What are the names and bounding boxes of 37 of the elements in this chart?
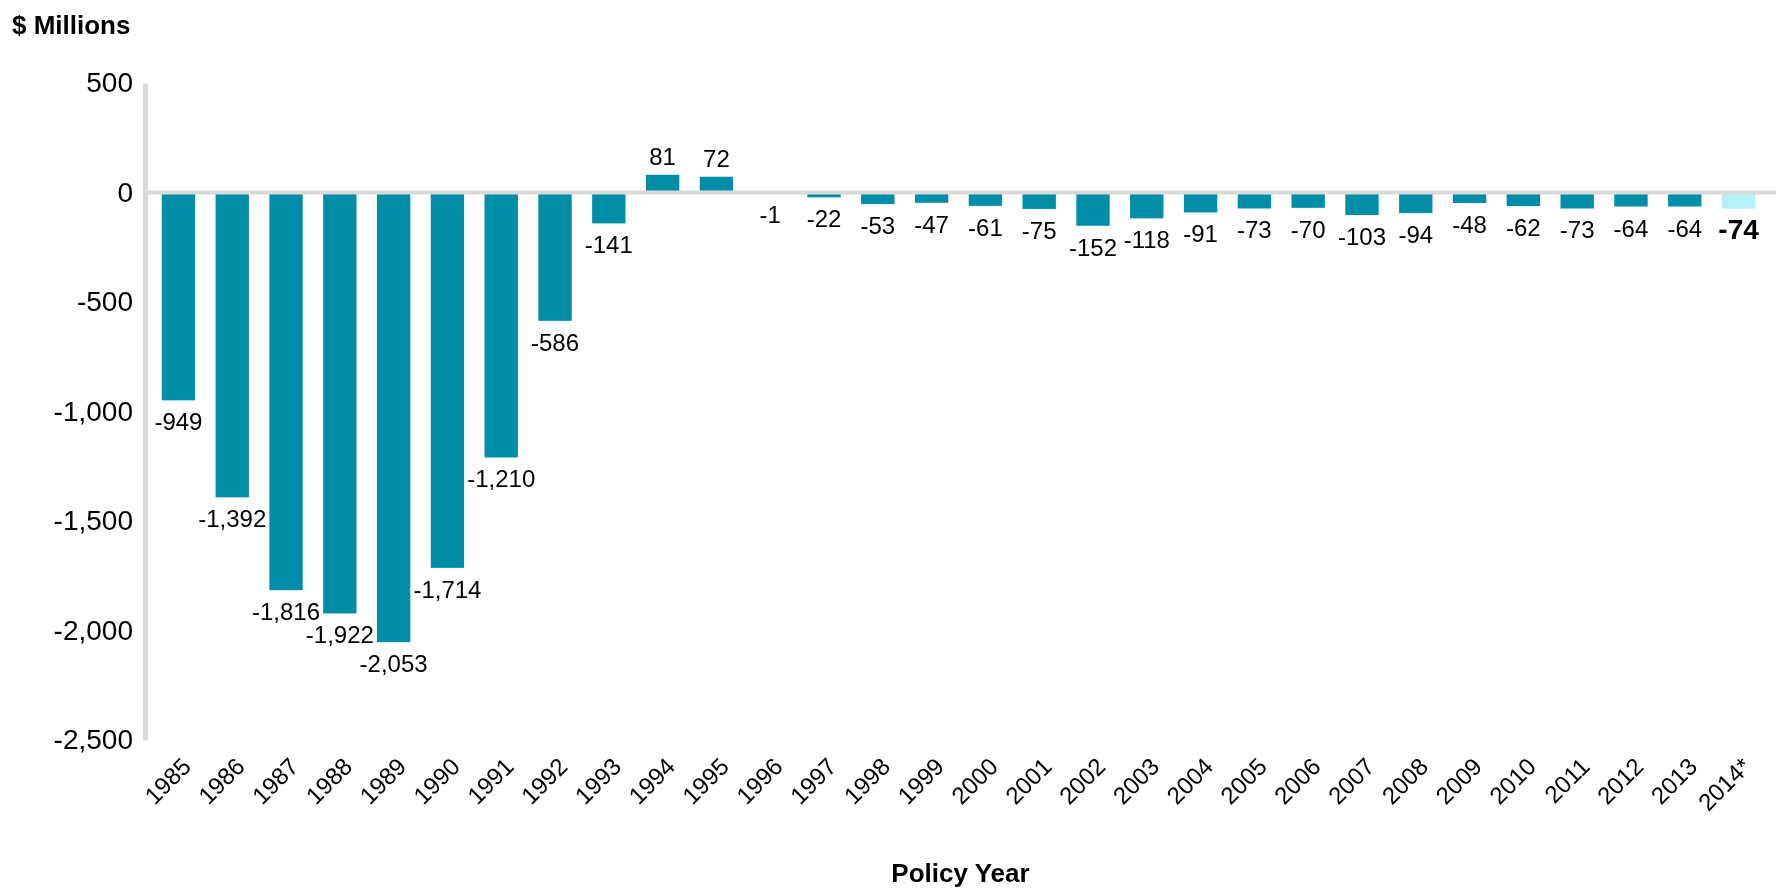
data-label: -1,714 [413, 575, 482, 603]
data-label: -61 [968, 213, 1003, 241]
x-axis-title: Policy Year [891, 858, 1030, 888]
data-label: -73 [1237, 216, 1272, 244]
y-tick-label: -500 [76, 286, 133, 318]
data-label: -949 [154, 408, 203, 436]
data-label: -1,392 [198, 505, 267, 533]
y-tick-label: -1,500 [53, 505, 133, 537]
data-label: -64 [1613, 214, 1649, 242]
data-label: -47 [914, 210, 949, 238]
y-tick-label: 500 [86, 67, 133, 99]
data-label: -62 [1506, 214, 1541, 242]
data-label: -48 [1452, 211, 1487, 239]
data-label: -64 [1667, 214, 1703, 242]
data-label: -70 [1290, 215, 1326, 243]
data-label: -2,053 [359, 650, 428, 678]
data-label: 72 [703, 144, 730, 172]
data-label: -74 [1718, 213, 1760, 245]
data-label: -75 [1021, 216, 1057, 244]
data-label: -152 [1068, 233, 1118, 261]
data-label: 81 [649, 142, 676, 170]
data-label: -1 [759, 200, 781, 228]
data-label: -53 [860, 212, 896, 240]
data-label: -94 [1398, 221, 1434, 249]
y-tick-label: -2,500 [53, 724, 133, 756]
data-label: -91 [1183, 220, 1218, 248]
y-tick-label: 0 [117, 176, 133, 208]
y-tick-label: -1,000 [53, 395, 133, 427]
data-label: -586 [531, 328, 580, 356]
data-label: -118 [1123, 226, 1170, 254]
data-label: -73 [1559, 216, 1595, 244]
data-label: -22 [806, 205, 842, 233]
data-label: -141 [584, 231, 633, 259]
y-axis-title: $ Millions [12, 10, 131, 40]
data-label: -103 [1337, 223, 1386, 251]
y-tick-label: -2,000 [53, 614, 133, 646]
data-label: -1,210 [467, 465, 536, 493]
